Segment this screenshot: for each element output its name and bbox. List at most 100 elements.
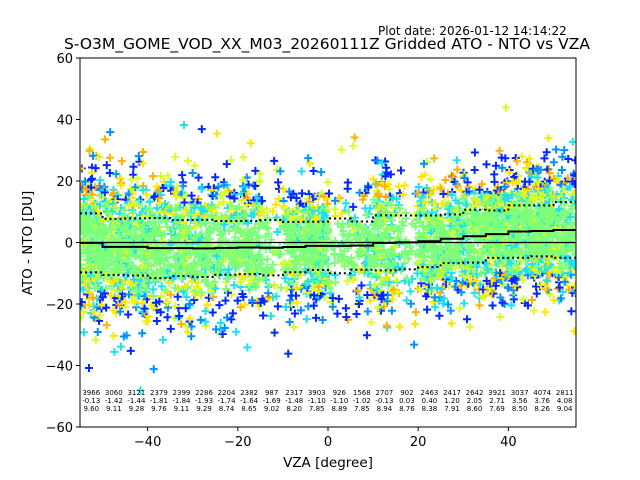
- data-point: [172, 192, 181, 201]
- bin-mean-label: 0.03: [399, 397, 415, 405]
- data-point: [138, 299, 147, 307]
- data-point: [197, 125, 206, 134]
- x-tick-label: 20: [410, 435, 427, 450]
- data-point: [145, 197, 154, 206]
- bin-std-label: 8.76: [399, 405, 415, 413]
- bin-mean-label: -0.13: [82, 397, 100, 405]
- data-point: [232, 327, 241, 336]
- bin-count-label: 2642: [466, 389, 484, 397]
- bin-std-label: 8.50: [512, 405, 528, 413]
- bin-std-label: 7.69: [489, 405, 505, 413]
- data-point: [482, 160, 491, 169]
- data-point: [263, 255, 272, 264]
- data-point: [93, 328, 102, 337]
- data-point: [395, 322, 404, 331]
- bin-count-label: 2286: [195, 389, 213, 397]
- data-point: [159, 335, 168, 344]
- data-point: [541, 308, 550, 317]
- bin-count-label: 2463: [421, 389, 439, 397]
- data-point: [426, 175, 435, 184]
- data-point: [86, 175, 95, 184]
- data-point: [305, 159, 314, 168]
- bin-std-label: 8.94: [377, 405, 393, 413]
- data-point: [441, 176, 450, 185]
- data-point: [341, 304, 350, 313]
- bin-std-label: 8.26: [534, 405, 550, 413]
- data-point: [101, 289, 110, 298]
- data-point: [251, 181, 260, 190]
- data-point: [362, 331, 371, 340]
- data-point: [465, 322, 474, 331]
- data-point: [350, 133, 359, 142]
- data-point: [571, 156, 576, 165]
- data-point: [304, 154, 313, 163]
- data-point: [349, 141, 358, 150]
- bin-mean-label: -1.10: [308, 397, 326, 405]
- data-point: [215, 301, 224, 310]
- data-point: [475, 301, 484, 310]
- data-point: [452, 156, 461, 165]
- data-point: [80, 307, 88, 316]
- data-point: [131, 183, 140, 192]
- y-tick-label: 0: [65, 237, 73, 252]
- data-point: [181, 321, 190, 330]
- bin-mean-label: 2.71: [489, 397, 505, 405]
- data-point: [108, 276, 117, 285]
- bin-count-label: 2382: [240, 389, 258, 397]
- data-point: [137, 262, 146, 271]
- bin-std-label: 8.20: [286, 405, 302, 413]
- data-point: [143, 265, 152, 274]
- x-tick-label: −20: [224, 435, 251, 450]
- data-point: [532, 289, 541, 298]
- data-point: [211, 173, 220, 182]
- data-point: [243, 343, 252, 352]
- data-point: [410, 340, 419, 349]
- bin-count-label: 3903: [308, 389, 326, 397]
- bin-std-label: 9.11: [106, 405, 122, 413]
- data-point: [178, 171, 187, 180]
- data-point: [116, 342, 125, 351]
- data-point: [266, 312, 275, 321]
- bin-mean-label: -1.69: [263, 397, 281, 405]
- plot-date: Plot date: 2026-01-12 14:14:22: [378, 24, 567, 38]
- data-point: [80, 260, 85, 269]
- data-point: [270, 156, 279, 165]
- x-tick-label: 0: [324, 435, 332, 450]
- data-point: [133, 174, 142, 183]
- data-point: [171, 302, 180, 311]
- bin-std-label: 9.11: [174, 405, 190, 413]
- bin-count-label: 2417: [443, 389, 461, 397]
- data-point: [411, 319, 420, 328]
- data-point: [181, 206, 190, 215]
- data-point: [227, 315, 236, 324]
- data-point: [226, 155, 235, 164]
- data-point: [197, 184, 206, 193]
- data-point: [80, 302, 85, 311]
- data-point: [157, 172, 166, 181]
- bin-mean-label: 3.56: [512, 397, 528, 405]
- data-point: [212, 325, 221, 334]
- data-point: [246, 139, 255, 148]
- data-point: [239, 153, 248, 162]
- data-point: [173, 292, 182, 301]
- bin-mean-label: -1.81: [150, 397, 168, 405]
- data-point: [423, 305, 432, 314]
- bin-std-label: 8.89: [331, 405, 347, 413]
- data-point: [517, 152, 526, 161]
- y-tick-label: −60: [46, 421, 73, 436]
- data-point: [187, 191, 196, 200]
- bin-count-label: 3121: [127, 389, 145, 397]
- data-point: [309, 167, 318, 176]
- data-point: [80, 313, 85, 322]
- x-tick-label: 40: [500, 435, 517, 450]
- data-point: [337, 145, 346, 154]
- data-point: [180, 198, 189, 207]
- data-point: [182, 293, 191, 302]
- data-point: [406, 287, 415, 296]
- data-point: [144, 312, 153, 321]
- data-point: [124, 310, 133, 319]
- data-point: [259, 311, 268, 320]
- bin-mean-label: -1.02: [353, 397, 371, 405]
- bin-count-label: 3060: [105, 389, 123, 397]
- data-point: [162, 208, 171, 217]
